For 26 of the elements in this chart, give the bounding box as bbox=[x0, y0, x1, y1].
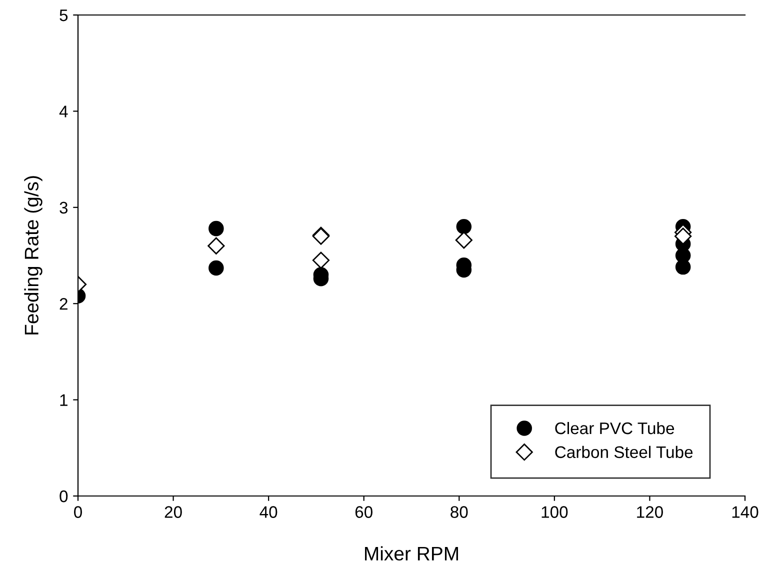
x-tick-label: 80 bbox=[450, 506, 468, 518]
legend-label: Carbon Steel Tube bbox=[555, 446, 693, 458]
point bbox=[455, 232, 472, 249]
x-tick-label: 60 bbox=[355, 506, 372, 518]
y-tick-label: 1 bbox=[60, 394, 68, 406]
point bbox=[208, 260, 224, 276]
x-tick-label: 20 bbox=[164, 506, 182, 518]
point bbox=[675, 259, 691, 275]
y-tick-label: 5 bbox=[60, 10, 68, 22]
x-tick-label: 0 bbox=[74, 506, 82, 518]
point bbox=[312, 252, 330, 269]
point bbox=[674, 228, 692, 245]
x-axis-title: Mixer RPM bbox=[365, 546, 458, 561]
point bbox=[456, 219, 472, 234]
legend-label: Clear PVC Tube bbox=[555, 422, 674, 434]
x-tick-label: 40 bbox=[260, 506, 278, 518]
y-axis-title: Feeding Rate (g/s) bbox=[24, 176, 42, 334]
y-tick-label: 0 bbox=[60, 490, 68, 502]
y-tick-label: 2 bbox=[60, 298, 68, 310]
x-tick-label: 100 bbox=[542, 506, 568, 518]
x-tick-label: 140 bbox=[732, 506, 758, 518]
y-tick-label: 4 bbox=[59, 106, 68, 118]
point bbox=[208, 220, 224, 236]
y-tick-label: 3 bbox=[60, 202, 68, 214]
point bbox=[208, 237, 225, 254]
x-tick-label: 120 bbox=[637, 506, 663, 518]
